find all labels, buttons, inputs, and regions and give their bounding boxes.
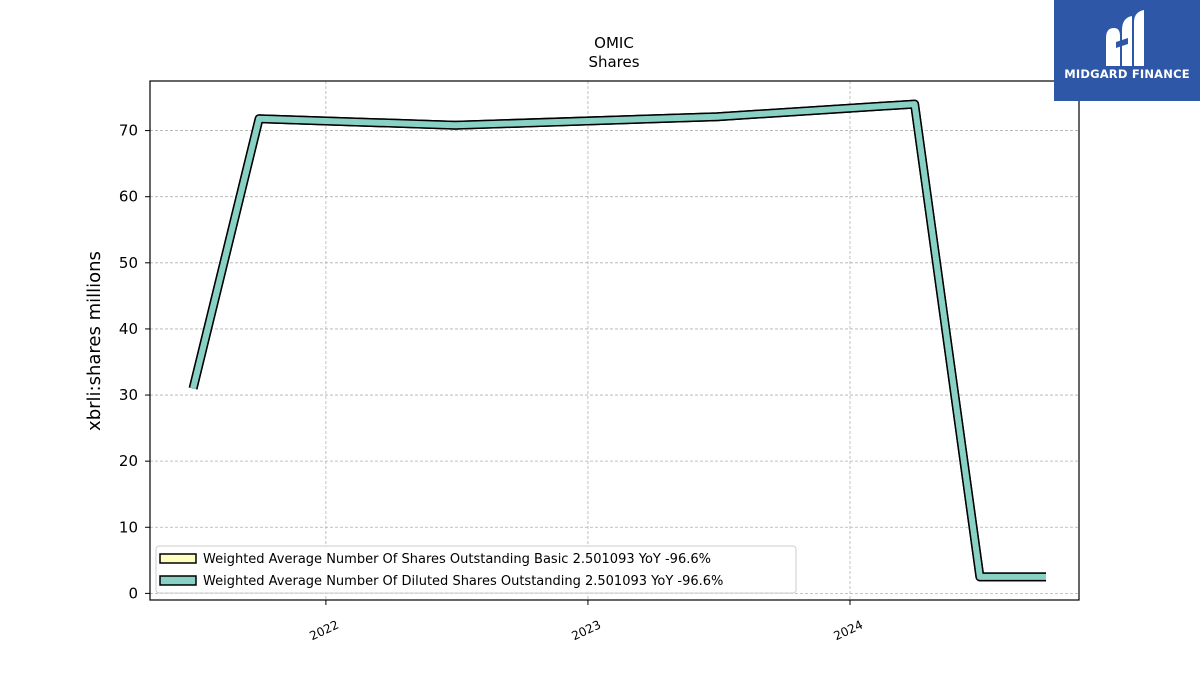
x-tick-label: 2024: [831, 618, 865, 644]
series-line-2: [190, 101, 1046, 580]
y-tick-label: 70: [119, 122, 138, 140]
midgard-finance-logo: MIDGARD FINANCE: [1054, 0, 1200, 101]
series-outline-2: [188, 99, 1046, 582]
series-layer: [188, 99, 1046, 582]
series-outline-1: [188, 99, 1046, 582]
y-tick-label: 20: [119, 452, 138, 470]
brand-name: MIDGARD FINANCE: [1064, 67, 1190, 81]
chart-title: OMIC: [594, 34, 634, 52]
series-line-1: [190, 101, 1046, 580]
y-tick-label: 40: [119, 320, 138, 338]
chart-subtitle: Shares: [588, 53, 639, 71]
legend-swatch-1: [159, 553, 197, 564]
y-tick-label: 60: [119, 188, 138, 206]
x-tick-label: 2022: [307, 618, 341, 644]
midgard-m-logo-icon: [1106, 10, 1144, 66]
legend-box: [155, 545, 797, 594]
y-tick-label: 0: [128, 584, 138, 602]
y-tick-label: 50: [119, 254, 138, 272]
legend-label-1: Weighted Average Number Of Shares Outsta…: [203, 552, 711, 567]
legend: Weighted Average Number Of Shares Outsta…: [155, 545, 797, 594]
legend-label-2: Weighted Average Number Of Diluted Share…: [203, 574, 723, 589]
x-tick-label: 2023: [569, 618, 603, 644]
y-tick-label: 10: [119, 518, 138, 536]
grid-lines: [150, 81, 1079, 600]
plot-frame: [149, 80, 1080, 601]
legend-swatch-2: [159, 575, 197, 586]
y-axis-label: xbrli:shares millions: [84, 251, 105, 431]
y-tick-label: 30: [119, 386, 138, 404]
